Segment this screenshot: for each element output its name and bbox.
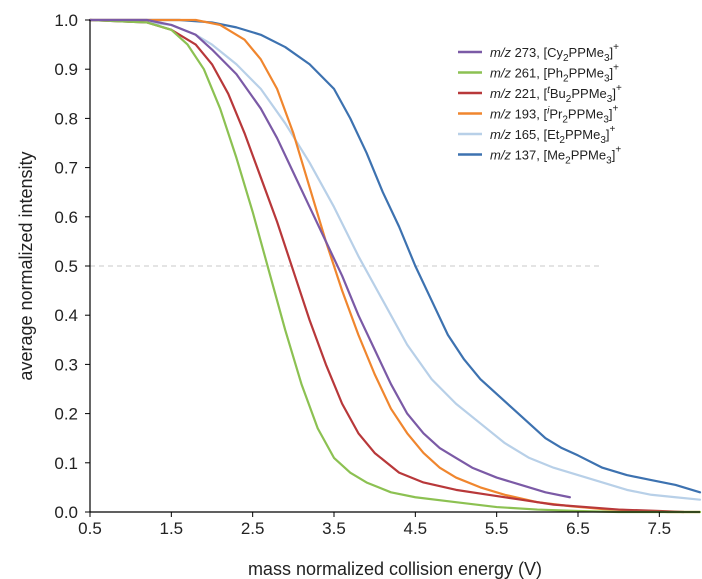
x-ticks: 0.5 1.5 2.5 3.5 4.5 5.5 6.5 7.5 bbox=[78, 512, 671, 538]
y-tick-label: 0.2 bbox=[54, 405, 78, 424]
axes: 0.5 1.5 2.5 3.5 4.5 5.5 6.5 7.5 0.0 0.1 0.2 0.3 0.4… bbox=[54, 11, 700, 538]
series-line-mz-137 bbox=[88, 18, 702, 494]
legend-entry: m/z 193, [iPr2PPMe3]+ bbox=[490, 104, 619, 126]
y-tick-label: 0.4 bbox=[54, 306, 78, 325]
series-line-mz-221 bbox=[88, 18, 685, 514]
x-tick-label: 2.5 bbox=[241, 519, 265, 538]
legend-entry: m/z 261, [Ph2PPMe3]+ bbox=[490, 63, 619, 85]
y-tick-label: 0.3 bbox=[54, 355, 78, 374]
series-layer bbox=[88, 18, 702, 514]
x-tick-label: 3.5 bbox=[322, 519, 346, 538]
legend-entry: m/z 137, [Me2PPMe3]+ bbox=[490, 145, 621, 167]
y-tick-label: 0.6 bbox=[54, 208, 78, 227]
y-tick-label: 0.9 bbox=[54, 60, 78, 79]
y-tick-label: 1.0 bbox=[54, 11, 78, 30]
x-tick-label: 1.5 bbox=[160, 519, 184, 538]
y-tick-label: 0.7 bbox=[54, 159, 78, 178]
series-line-mz-273 bbox=[88, 18, 571, 499]
x-tick-label: 5.5 bbox=[485, 519, 509, 538]
legend-entry: m/z 273, [Cy2PPMe3]+ bbox=[490, 42, 619, 64]
x-tick-label: 4.5 bbox=[404, 519, 428, 538]
y-tick-label: 0.0 bbox=[54, 503, 78, 522]
y-axis-title: average normalized intensity bbox=[16, 151, 36, 380]
y-tick-label: 0.8 bbox=[54, 109, 78, 128]
legend-entry: m/z 165, [Et2PPMe3]+ bbox=[490, 124, 616, 146]
x-tick-label: 7.5 bbox=[648, 519, 672, 538]
x-tick-label: 0.5 bbox=[78, 519, 102, 538]
y-tick-label: 0.1 bbox=[54, 454, 78, 473]
legend-entry: m/z 221, [tBu2PPMe3]+ bbox=[490, 83, 622, 105]
series-line-mz-165 bbox=[88, 18, 702, 501]
legend: m/z 273, [Cy2PPMe3]+m/z 261, [Ph2PPMe3]+… bbox=[458, 42, 622, 167]
y-tick-label: 0.5 bbox=[54, 257, 78, 276]
y-ticks: 0.0 0.1 0.2 0.3 0.4 0.5 0.6 0.7 0.8 0.9 1.0 bbox=[54, 11, 90, 522]
series-line-mz-261 bbox=[88, 18, 702, 514]
x-tick-label: 6.5 bbox=[566, 519, 590, 538]
x-axis-title: mass normalized collision energy (V) bbox=[248, 559, 542, 579]
